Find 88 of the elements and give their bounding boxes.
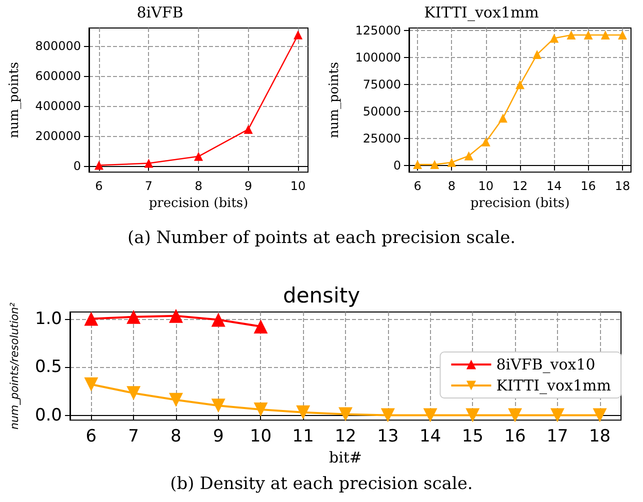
point [380,408,395,422]
x-axis-title: precision (bits) [148,196,248,211]
y-axis-title: num_points [7,62,22,138]
y-tick-label: 100000 [355,50,401,65]
point [532,50,542,59]
y-tick-label: 25000 [362,132,401,146]
point [211,398,226,413]
point [550,408,564,422]
point [94,160,104,170]
x-tick-label: 6 [86,426,97,447]
point [592,408,607,422]
x-axis-title: precision (bits) [470,196,570,211]
chart-title: density [283,284,360,308]
x-tick-label: 16 [580,179,596,194]
point [566,30,576,40]
legend-label: KITTI_vox1mm [496,376,612,394]
point [464,151,474,160]
point [498,114,508,123]
x-tick-label: 9 [212,426,224,447]
x-tick-label: 6 [414,179,422,194]
point [481,137,490,146]
x-tick-label: 10 [478,179,494,194]
y-tick-label: 800000 [35,39,81,54]
point [84,377,98,392]
point [144,158,154,168]
y-tick-label: 0.0 [34,405,62,426]
x-tick-label: 17 [546,426,568,447]
x-tick-label: 14 [546,179,562,194]
text: (a) Number of points at each precision scale. [126,228,517,248]
x-tick-label: 14 [419,426,442,447]
point [194,152,203,161]
x-tick-label: 10 [290,179,306,194]
point [550,34,559,43]
x-tick-label: 16 [504,426,526,447]
chart-title: KITTI_vox1mm [424,4,539,22]
y-tick-label: 600000 [35,69,81,84]
y-tick-label: 400000 [35,99,81,114]
x-tick-label: 7 [144,179,153,194]
point [600,30,610,40]
x-tick-label: 8 [448,179,456,194]
point [168,308,183,323]
y-tick-label: 0 [393,158,401,173]
point [338,407,352,422]
point [423,408,438,422]
x-tick-label: 6 [95,179,103,194]
x-tick-label: 9 [244,179,252,194]
x-axis-title: bit# [329,448,362,466]
point [430,160,440,170]
x-tick-label: 13 [377,426,399,447]
point [126,386,141,400]
y-axis-title: num_points [327,62,342,138]
chart-title: 8iVFB [136,4,184,22]
point [447,158,456,167]
y-axis-title: num_points/resolution² [8,302,21,430]
point [254,319,268,334]
x-tick-label: 7 [128,426,139,447]
point [516,80,524,90]
y-tick-label: 1.0 [34,308,62,329]
x-tick-label: 11 [292,426,314,447]
y-tick-label: 200000 [35,128,81,143]
point [84,312,98,326]
y-tick-label: 75000 [362,78,401,92]
text: (b) Density at each precision scale. [169,474,474,494]
point [244,124,253,134]
y-tick-label: 125000 [355,24,401,38]
point [508,408,522,422]
point [126,310,141,324]
point [294,30,303,40]
x-tick-label: 10 [250,426,272,447]
point [168,392,183,407]
point [413,160,422,170]
x-tick-label: 18 [614,179,630,194]
y-tick-label: 50000 [362,104,401,119]
y-tick-label: 0 [73,158,81,173]
y-tick-label: 0.5 [34,357,62,378]
point [584,30,593,40]
point [466,408,480,422]
x-tick-label: 12 [512,179,528,194]
point [618,30,627,40]
x-tick-label: 8 [194,179,202,194]
legend-label: 8iVFB_vox10 [496,356,596,374]
point [296,405,310,420]
x-tick-label: 15 [462,426,484,447]
point [211,312,226,327]
x-tick-label: 18 [588,426,611,447]
x-tick-label: 12 [334,426,356,447]
point [254,402,268,416]
x-tick-label: 8 [170,426,182,447]
